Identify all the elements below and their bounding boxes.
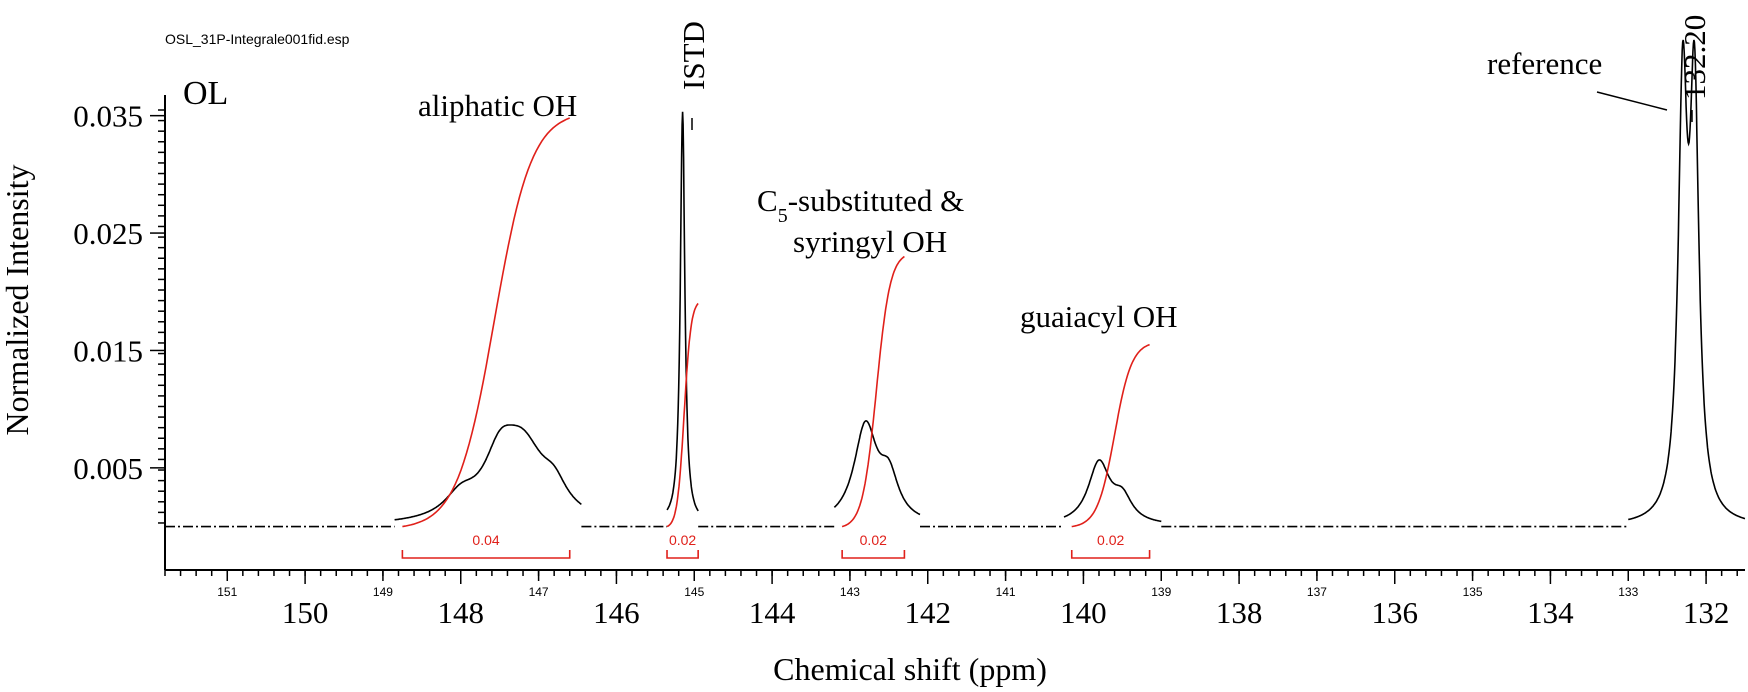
integral-value-label: 0.02 [669,532,696,548]
x-minor-tick-label: 149 [373,585,393,599]
x-minor-tick-label: 143 [840,585,860,599]
integral-bracket [401,550,571,559]
y-axis: 0.005 0.015 0.025 0.035 [73,95,166,570]
spectrum-trace [833,420,921,516]
annotation-aliphatic-oh: aliphatic OH [418,88,577,123]
spectrum-group [165,39,1746,528]
y-tick-label: 0.015 [73,333,143,368]
annotation-132-20: 132.20 [1677,15,1712,100]
x-tick-label: 142 [905,595,952,630]
y-tick-label: 0.025 [73,216,143,251]
integral-value-label: 0.04 [472,532,499,548]
x-axis: 151 149 147 145 143 141 139 137 135 133 150 148 146 1… [164,569,1745,630]
x-tick-label: 138 [1216,595,1263,630]
x-minor-tick-label: 133 [1618,585,1638,599]
annotation-syringyl-oh: syringyl OH [793,224,947,259]
integral-value-label: 0.02 [860,532,887,548]
annotation-guaiacyl-oh: guaiacyl OH [1020,299,1178,334]
spectrum-trace [1627,39,1746,521]
c5-subscript: 5 [778,205,788,227]
file-label: OSL_31P-Integrale001fid.esp [165,31,350,47]
annotation-istd: ISTD [676,21,711,90]
y-axis-label: Normalized Intensity [0,164,35,435]
x-minor-tick-label: 151 [217,585,237,599]
integral-curve [841,255,905,528]
integral-curve [666,302,699,528]
y-tick-label: 0.035 [73,99,143,134]
integral-curve [402,117,570,528]
integral-curve [1071,343,1150,528]
x-tick-label: 148 [438,595,485,630]
x-axis-label: Chemical shift (ppm) [773,651,1047,687]
integral-bracket [841,550,906,559]
x-tick-label: 150 [282,595,329,630]
y-tick-label: 0.005 [73,451,143,486]
integral-bracket [1070,550,1151,559]
spectrum-trace [1063,459,1162,523]
annotation-reference: reference [1487,46,1602,81]
x-tick-label: 134 [1527,595,1574,630]
annotation-c5-substituted: C5-substituted & [757,183,964,227]
x-tick-label: 146 [593,595,640,630]
x-minor-tick-label: 139 [1151,585,1171,599]
x-minor-tick-label: 145 [684,585,704,599]
x-minor-tick-label: 137 [1307,585,1327,599]
integral-bracket [666,550,699,559]
x-tick-label: 136 [1372,595,1419,630]
x-minor-tick-label: 141 [996,585,1016,599]
c5-prefix: C [757,183,778,218]
integrals-group: 0.04 0.02 0.02 0.02 [401,117,1151,559]
sample-label: OL [183,75,228,112]
x-tick-label: 132 [1683,595,1730,630]
x-tick-label: 140 [1060,595,1107,630]
spectrum-trace [666,111,699,512]
c5-rest: -substituted & [788,183,965,218]
x-minor-tick-label: 147 [529,585,549,599]
reference-pointer [1596,91,1668,111]
spectrum-trace [394,424,582,521]
integral-value-label: 0.02 [1097,532,1124,548]
x-minor-tick-label: 135 [1463,585,1483,599]
x-tick-label: 144 [749,595,796,630]
